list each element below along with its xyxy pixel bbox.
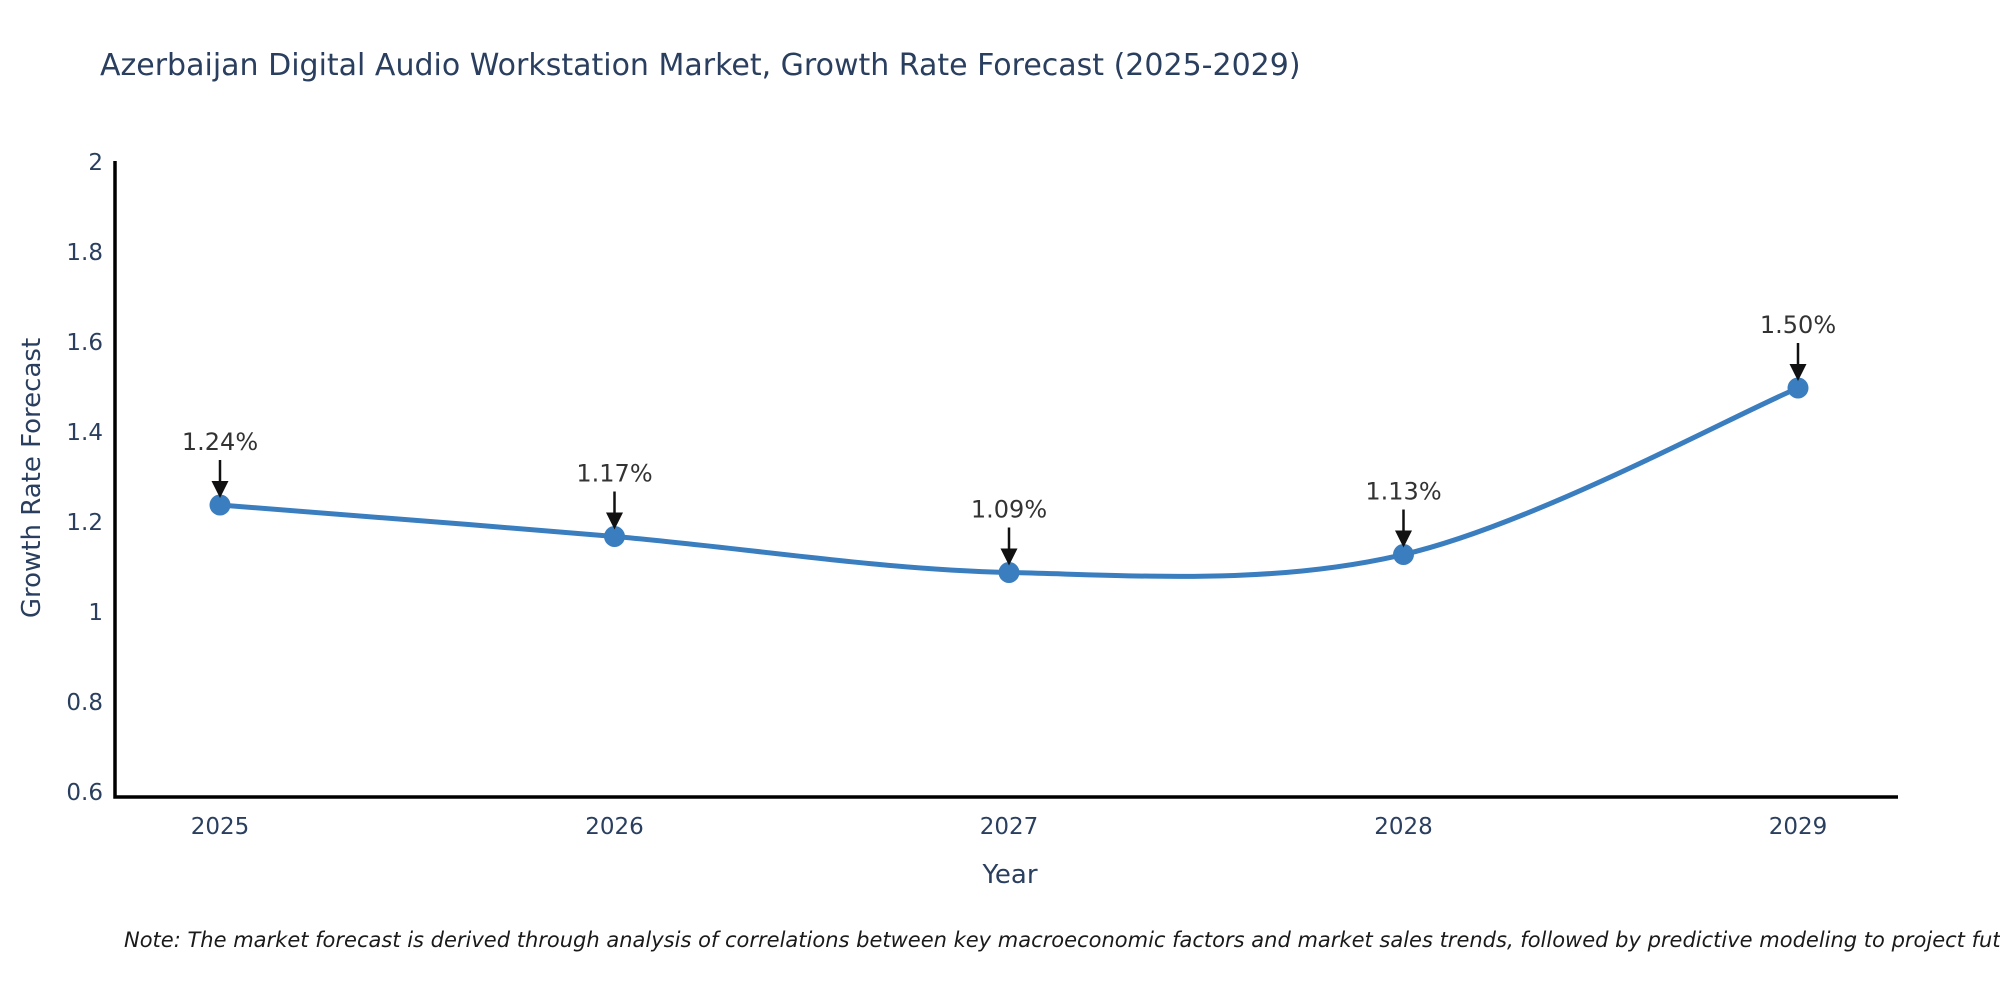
x-tick-label: 2028 <box>1374 814 1433 840</box>
chart-footnote: Note: The market forecast is derived thr… <box>124 928 2000 952</box>
y-tick-label: 0.8 <box>66 690 103 716</box>
chart-title: Azerbaijan Digital Audio Workstation Mar… <box>100 48 1301 83</box>
data-point-marker <box>1393 544 1414 565</box>
y-tick-label: 1.8 <box>66 240 103 266</box>
axis-lines <box>113 161 1898 799</box>
annotation-arrow-head <box>606 512 623 530</box>
data-point-marker <box>1787 377 1809 399</box>
data-point-label: 1.24% <box>182 428 258 456</box>
y-tick-label: 1.2 <box>66 510 103 536</box>
data-point-label: 1.09% <box>971 496 1047 524</box>
x-tick-label: 2026 <box>585 814 644 840</box>
x-tick-label: 2029 <box>1769 814 1828 840</box>
annotation-arrow-head <box>1789 364 1807 381</box>
data-point-label: 1.50% <box>1760 311 1836 339</box>
data-point-marker <box>604 526 625 547</box>
x-axis-title: Year <box>982 860 1038 890</box>
y-tick-label: 1 <box>88 600 103 626</box>
annotation-arrow-head <box>1000 548 1018 566</box>
annotation-arrow-head <box>1395 530 1412 548</box>
y-tick-label: 1.4 <box>66 420 103 446</box>
annotation-arrow-head <box>211 481 229 498</box>
x-tick-label: 2027 <box>980 814 1039 840</box>
x-tick-label: 2025 <box>191 814 250 840</box>
data-point-marker <box>209 494 231 516</box>
y-tick-label: 2 <box>88 150 103 176</box>
data-point-label: 1.17% <box>576 460 652 488</box>
y-tick-label: 1.6 <box>66 330 103 356</box>
y-axis-title: Growth Rate Forecast <box>17 337 47 619</box>
data-point-label: 1.13% <box>1365 478 1441 506</box>
data-point-marker <box>998 562 1020 583</box>
y-tick-label: 0.6 <box>66 780 103 806</box>
